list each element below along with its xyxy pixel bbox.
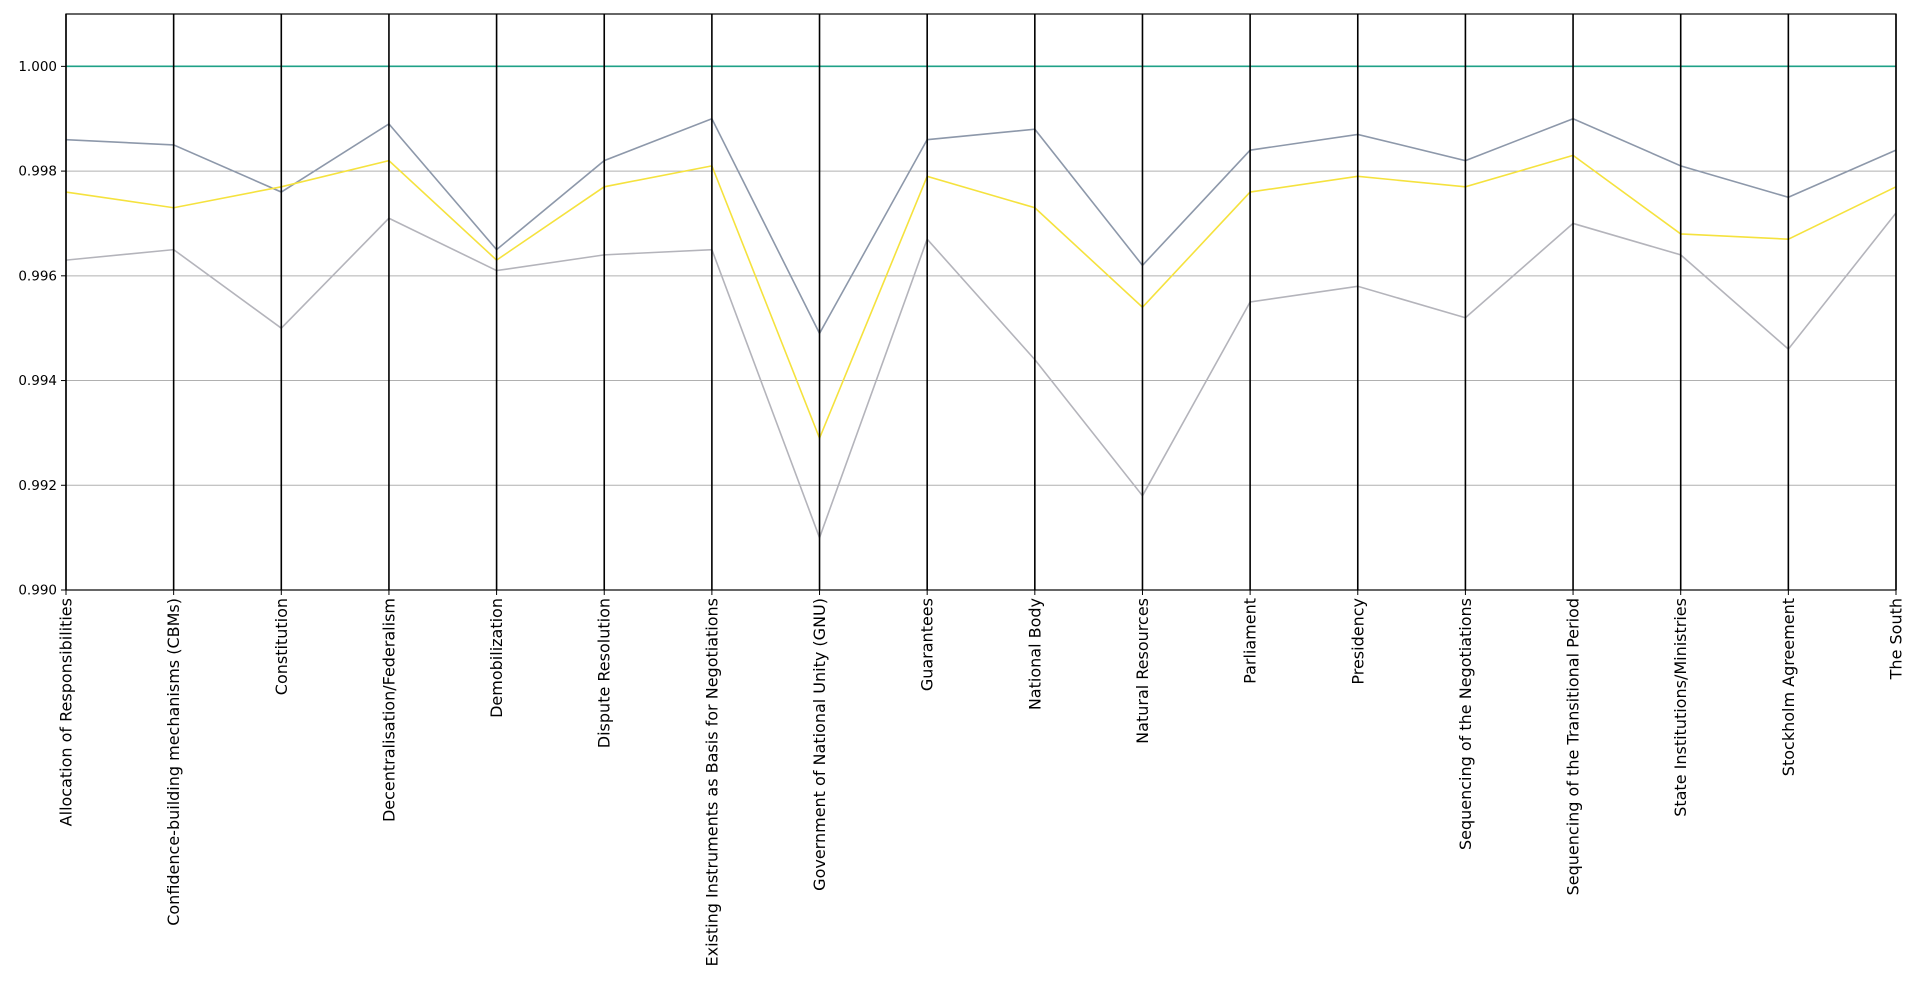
y-tick-label: 0.994 <box>18 373 57 389</box>
y-tick-label: 0.996 <box>18 268 57 284</box>
x-tick-label: Parliament <box>1241 598 1260 684</box>
x-tick-label: Constitution <box>272 598 291 695</box>
series-line-2 <box>65 117 1897 336</box>
x-tick-label: Sequencing of the Transitional Period <box>1564 598 1583 895</box>
series-lines <box>65 65 1897 540</box>
x-tick-label: Dispute Resolution <box>595 598 614 748</box>
plot-frame <box>65 13 1897 591</box>
x-tick-label: Natural Resources <box>1133 598 1152 744</box>
x-tick-label: Government of National Unity (GNU) <box>810 598 829 891</box>
y-tick-label: 0.990 <box>18 583 57 599</box>
x-tick-label: Guarantees <box>918 598 937 691</box>
category-axes <box>65 14 1897 590</box>
x-tick-label: Confidence-building mechanisms (CBMs) <box>164 598 183 926</box>
y-tick-label: 1.000 <box>18 59 57 75</box>
x-tick-label: National Body <box>1025 598 1044 710</box>
y-gridlines <box>66 65 1896 591</box>
x-tick-label: Demobilization <box>487 598 506 718</box>
x-tick-label: Decentralisation/Federalism <box>379 598 398 822</box>
y-axis-ticks: 0.990 0.992 0.994 0.996 0.998 1.000 <box>18 59 66 599</box>
x-tick-label: Allocation of Responsibilities <box>57 598 76 826</box>
x-tick-label: State Institutions/Ministries <box>1671 598 1690 817</box>
x-tick-label: The South <box>1887 598 1906 680</box>
x-tick-label: Stockholm Agreement <box>1779 598 1798 776</box>
x-tick-label: Existing Instruments as Basis for Negoti… <box>702 598 721 966</box>
series-line-3 <box>65 154 1897 441</box>
x-tick-label: Presidency <box>1348 598 1367 685</box>
y-tick-label: 0.992 <box>18 478 57 494</box>
x-axis-tick-labels: Allocation of Responsibilities Confidence… <box>57 590 1906 966</box>
series-line-4 <box>65 212 1897 540</box>
y-tick-label: 0.998 <box>18 164 57 180</box>
x-tick-label: Sequencing of the Negotiations <box>1456 598 1475 850</box>
